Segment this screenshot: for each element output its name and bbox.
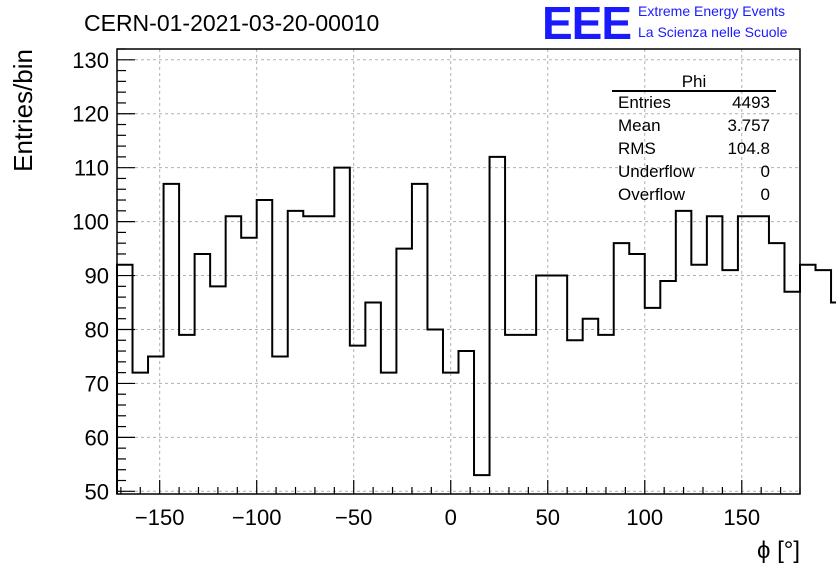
y-tick-label: 110 [74, 156, 109, 181]
x-tick-label: 0 [445, 505, 457, 530]
x-axis: −150 −100 −50 0 50 100 150 [120, 480, 801, 530]
x-tick-label: −50 [335, 505, 372, 530]
histogram-series [116, 155, 836, 494]
grid-lines [117, 49, 800, 494]
eee-logo: EEE [542, 0, 632, 49]
stats-key: Underflow [618, 162, 695, 181]
stats-value: 0 [760, 185, 770, 204]
y-tick-label: 70 [85, 371, 109, 396]
y-tick-label: 120 [72, 102, 109, 127]
y-axis-label: Entries/bin [8, 49, 38, 172]
stats-title: Phi [681, 72, 707, 91]
logo-line-2: La Scienza nelle Scuole [638, 24, 788, 40]
x-tick-label: −150 [135, 505, 185, 530]
y-tick-label: 100 [72, 210, 109, 235]
stats-value: 3.757 [727, 116, 770, 135]
logo-line-1: Extreme Energy Events [638, 3, 786, 19]
y-tick-label: 130 [72, 48, 109, 73]
stats-value: 104.8 [727, 139, 770, 158]
x-tick-label: 100 [626, 505, 663, 530]
stats-value: 4493 [732, 93, 770, 112]
chart-title: CERN-01-2021-03-20-00010 [84, 10, 380, 36]
x-tick-label: −100 [232, 505, 282, 530]
stats-rule [612, 90, 776, 92]
y-tick-label: 60 [85, 425, 109, 450]
x-axis-label: ϕ [°] [757, 537, 800, 564]
stats-key: RMS [618, 139, 656, 158]
stats-value: 0 [760, 162, 770, 181]
plot-frame [116, 48, 801, 495]
stats-key: Overflow [618, 185, 686, 204]
y-tick-label: 50 [85, 479, 109, 504]
y-axis: 50 60 70 80 90 100 110 120 130 [72, 48, 135, 504]
x-tick-label: 150 [723, 505, 760, 530]
y-tick-label: 90 [85, 264, 109, 289]
x-tick-label: 50 [536, 505, 560, 530]
stats-key: Entries [618, 93, 671, 112]
stats-key: Mean [618, 116, 661, 135]
y-tick-label: 80 [85, 317, 109, 342]
